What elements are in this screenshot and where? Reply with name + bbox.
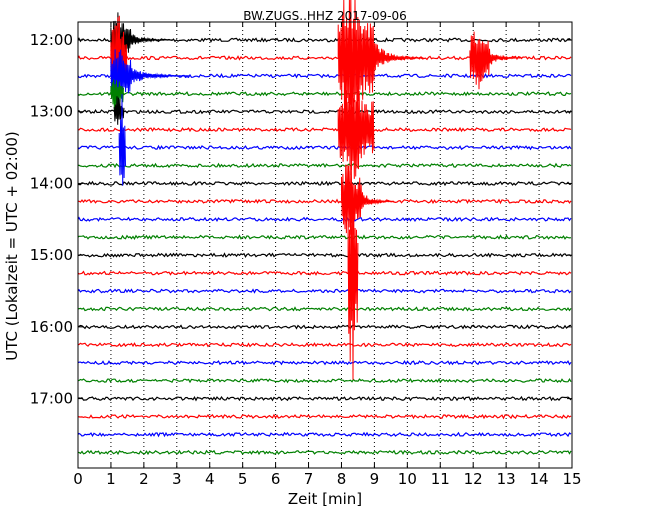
- x-tick-label: 13: [497, 470, 516, 488]
- trace-line: [77, 413, 572, 420]
- y-tick-label: 16:00: [30, 318, 73, 336]
- x-tick-label: 5: [238, 470, 248, 488]
- event-waveform: [341, 164, 395, 235]
- event-waveforms: [110, 0, 523, 380]
- event-waveform: [347, 186, 359, 380]
- x-tick-label: 7: [304, 470, 314, 488]
- trace-line: [77, 216, 572, 222]
- x-tick-label: 3: [172, 470, 182, 488]
- x-axis-label: Zeit [min]: [288, 490, 362, 508]
- trace-line: [77, 449, 572, 456]
- trace-line: [77, 342, 572, 348]
- event-waveform: [337, 0, 424, 128]
- y-tick-label: 12:00: [30, 31, 73, 49]
- event-waveform: [337, 78, 375, 179]
- axis-ticks: 0 1 2 3 4 5 6 7 8 9 10 11 12 13 14 1512:0013:0014:0015:…: [30, 22, 582, 488]
- trace-line: [77, 359, 572, 366]
- y-tick-label: 17:00: [30, 390, 73, 408]
- x-tick-label: 8: [337, 470, 347, 488]
- x-tick-label: 6: [271, 470, 281, 488]
- trace-line: [77, 234, 572, 241]
- event-waveform: [110, 12, 174, 66]
- trace-lines: [77, 37, 572, 456]
- trace-line: [77, 162, 572, 169]
- event-waveform: [110, 79, 124, 112]
- grid-lines: [110, 22, 540, 468]
- chart-title: BW.ZUGS..HHZ 2017-09-06: [243, 9, 406, 23]
- trace-line: [77, 198, 572, 205]
- trace-line: [77, 270, 572, 276]
- event-waveform: [110, 49, 190, 113]
- event-waveform: [118, 94, 126, 186]
- event-waveform: [469, 31, 523, 90]
- trace-line: [77, 180, 572, 187]
- trace-line: [77, 252, 572, 259]
- trace-line: [77, 306, 572, 312]
- x-tick-label: 14: [530, 470, 549, 488]
- trace-line: [77, 109, 572, 115]
- x-tick-label: 9: [370, 470, 380, 488]
- y-tick-label: 14:00: [30, 174, 73, 192]
- x-tick-label: 12: [464, 470, 483, 488]
- trace-line: [77, 91, 572, 97]
- x-tick-label: 2: [139, 470, 149, 488]
- y-tick-label: 13:00: [30, 103, 73, 121]
- x-tick-label: 15: [562, 470, 581, 488]
- y-axis-label: UTC (Lokalzeit = UTC + 02:00): [3, 131, 21, 361]
- x-tick-label: 1: [106, 470, 116, 488]
- plot-frame: [77, 21, 573, 469]
- trace-line: [77, 377, 572, 384]
- x-tick-label: 4: [205, 470, 215, 488]
- trace-line: [77, 431, 572, 438]
- x-tick-label: 0: [73, 470, 83, 488]
- y-tick-label: 15:00: [30, 246, 73, 264]
- trace-line: [77, 144, 572, 151]
- trace-line: [77, 126, 572, 133]
- trace-line: [77, 288, 572, 294]
- trace-line: [77, 324, 572, 330]
- x-tick-label: 11: [431, 470, 450, 488]
- x-tick-label: 10: [398, 470, 417, 488]
- trace-line: [77, 395, 572, 402]
